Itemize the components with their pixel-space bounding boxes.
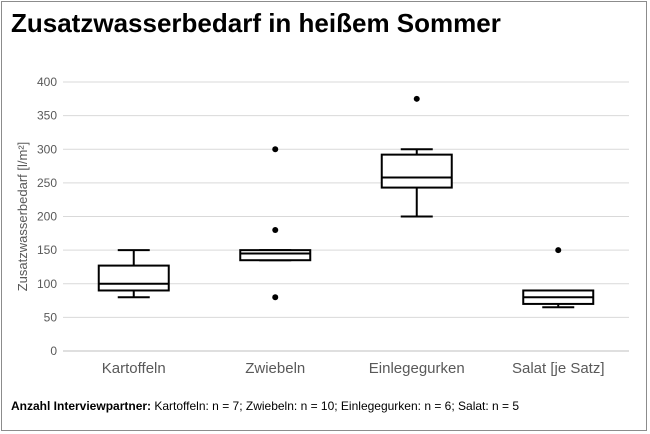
x-category-label: Kartoffeln — [102, 360, 166, 377]
x-category-label: Zwiebeln — [245, 360, 305, 377]
y-tick-label: 50 — [44, 310, 58, 324]
box-iqr — [239, 249, 312, 262]
y-tick-label: 300 — [37, 142, 57, 156]
x-axis-categories: Kartoffeln Zwiebeln Einlegegurken Salat [je… — [102, 360, 605, 377]
box-2 — [239, 146, 312, 301]
y-tick-label: 100 — [37, 277, 57, 291]
gridlines — [63, 81, 629, 352]
footnote-text: Kartoffeln: n = 7; Zwiebeln: n = 10; Ein… — [151, 399, 520, 413]
box-3 — [380, 95, 453, 218]
box-iqr — [97, 264, 170, 292]
y-tick-label: 0 — [50, 344, 57, 358]
footnote: Anzahl Interviewpartner: Kartoffeln: n =… — [11, 399, 519, 413]
y-axis-label: Zusatzwasserbedarf [l/m²] — [15, 142, 30, 292]
chart-title: Zusatzwasserbedarf in heißem Sommer — [11, 8, 501, 38]
boxes — [97, 95, 595, 309]
outlier-point — [272, 226, 279, 233]
x-category-label: Einlegegurken — [369, 360, 465, 377]
y-tick-label: 200 — [37, 210, 57, 224]
outlier-point — [272, 294, 279, 301]
outlier-point — [555, 247, 562, 254]
outlier-point — [272, 146, 279, 153]
y-tick-label: 250 — [37, 176, 57, 190]
box-1 — [97, 249, 170, 299]
footnote-label: Anzahl Interviewpartner: — [11, 399, 152, 413]
y-tick-label: 150 — [37, 243, 57, 257]
x-category-label: Salat [je Satz] — [512, 360, 605, 377]
y-tick-label: 400 — [37, 75, 57, 89]
outlier-point — [413, 95, 420, 102]
box-4 — [522, 247, 595, 309]
y-axis-ticks: 0 50 100 150 200 250 300 350 400 — [37, 75, 57, 358]
y-tick-label: 350 — [37, 109, 57, 123]
box-iqr — [380, 153, 453, 189]
